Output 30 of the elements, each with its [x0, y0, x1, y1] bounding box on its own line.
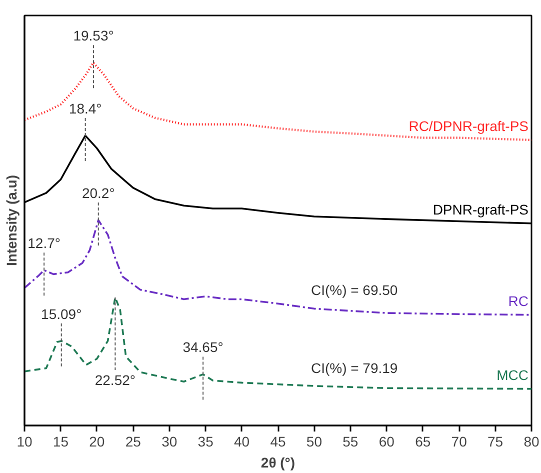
series-label: MCC	[496, 366, 529, 383]
annotation: CI(%) = 79.19	[310, 360, 398, 376]
annotation: 19.53°	[73, 28, 114, 44]
x-tick-label: 65	[415, 434, 431, 450]
x-tick-label: 45	[270, 434, 286, 450]
x-tick-label: 75	[488, 434, 504, 450]
x-tick-label: 15	[52, 434, 69, 450]
annotation: 34.65°	[182, 339, 224, 356]
x-tick-label: 35	[198, 434, 214, 450]
x-tick-label: 20	[89, 434, 105, 450]
series-label: RC/DPNR-graft-PS	[408, 118, 529, 134]
annotation: CI(%) = 69.50	[310, 282, 398, 298]
x-tick-label: 60	[378, 434, 395, 450]
annotation: 20.2°	[82, 184, 115, 201]
series-label: RC	[508, 292, 529, 309]
x-tick-label: 55	[342, 434, 358, 450]
x-tick-label: 25	[125, 434, 142, 450]
x-tick-label: 80	[524, 434, 540, 450]
x-tick-label: 50	[306, 434, 322, 450]
series-label: DPNR-graft-PS	[432, 201, 529, 218]
annotation: 18.4°	[68, 100, 102, 116]
x-tick-label: 30	[162, 434, 178, 450]
x-tick-label: 40	[234, 434, 250, 450]
annotation: 22.52°	[94, 372, 136, 388]
annotation: 12.7°	[28, 235, 60, 252]
y-axis-title: Intensity (a.u)	[4, 174, 20, 266]
x-axis-title: 2θ (°)	[260, 454, 296, 470]
annotation: 15.09°	[41, 306, 82, 322]
x-tick-label: 70	[451, 434, 468, 450]
x-tick-label: 10	[16, 434, 32, 450]
